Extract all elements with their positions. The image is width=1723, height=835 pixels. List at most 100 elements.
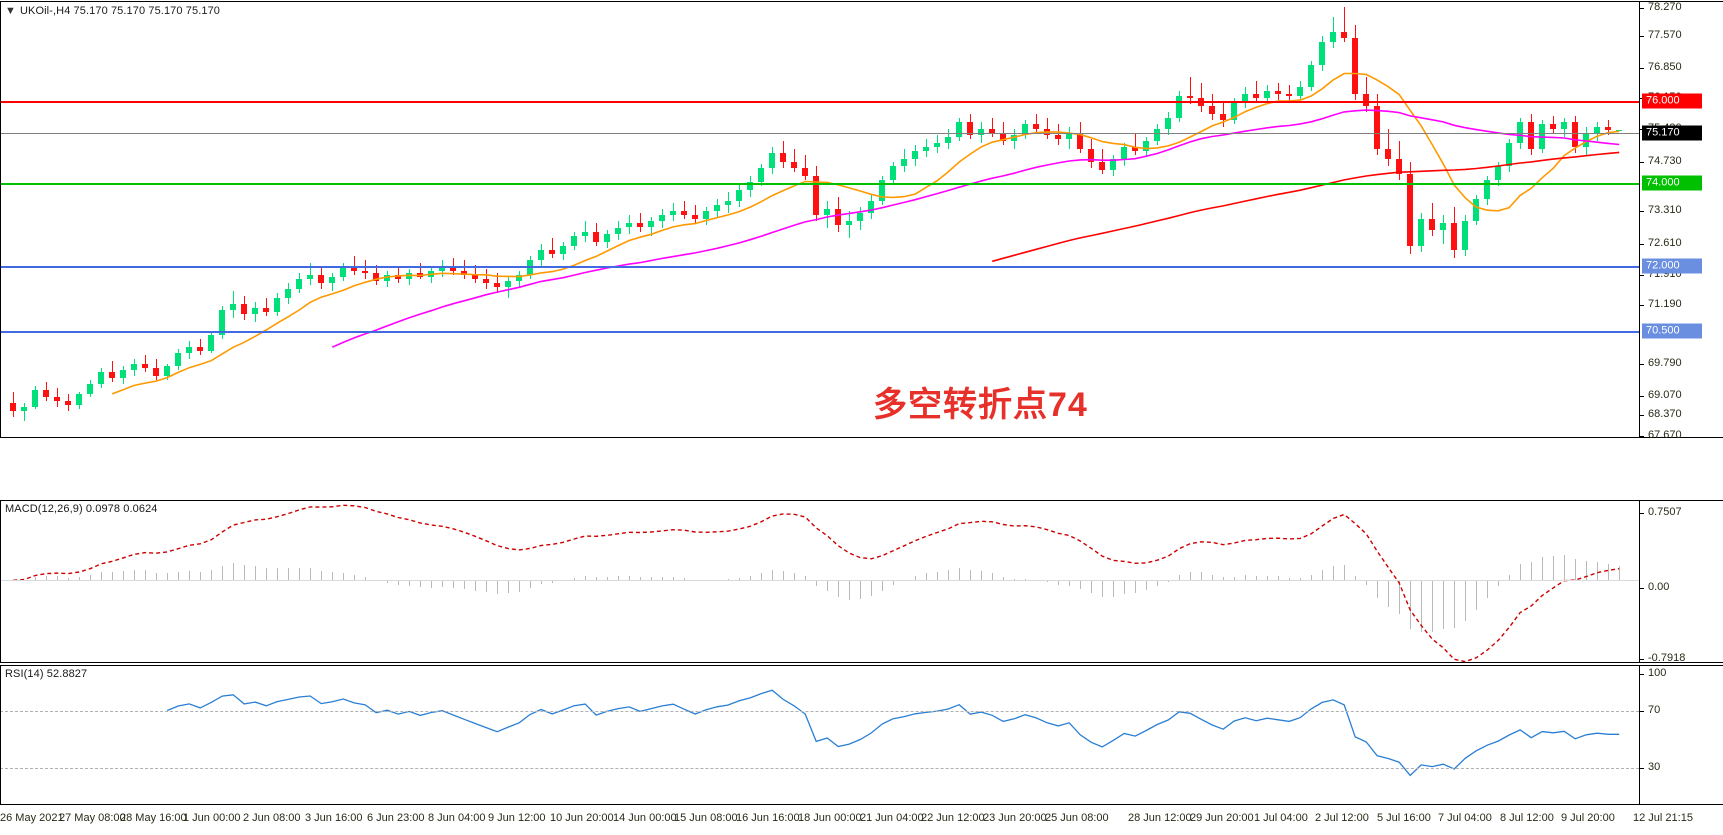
collapse-triangle-icon[interactable]: ▼	[5, 5, 16, 17]
candle-wick	[1344, 6, 1345, 42]
candle-body	[648, 221, 654, 228]
macd-histogram-bar	[156, 572, 157, 581]
candle-body	[296, 279, 302, 290]
candle-body	[1330, 31, 1336, 42]
macd-histogram-bar	[1575, 559, 1576, 581]
candle-body	[1297, 87, 1303, 96]
candle-body	[802, 167, 808, 176]
candle-body	[1055, 134, 1061, 139]
price-chart-panel[interactable]: ▼ UKOil-,H4 75.170 75.170 75.170 75.170 多…	[0, 1, 1723, 441]
time-axis-label: 1 Jul 04:00	[1254, 812, 1308, 824]
candle-body	[813, 175, 819, 216]
macd-histogram-bar	[1124, 580, 1125, 595]
macd-label: MACD(12,26,9) 0.0978 0.0624	[5, 503, 158, 515]
macd-histogram-bar	[1322, 569, 1323, 581]
ma-mid-line	[331, 109, 1620, 348]
macd-panel[interactable]: MACD(12,26,9) 0.0978 0.0624 0.7507 0.00 -0…	[0, 500, 1723, 664]
time-axis-label: 1 Jun 00:00	[183, 812, 241, 824]
macd-histogram-bar	[1421, 580, 1422, 632]
time-axis-label: 25 Jun 08:00	[1045, 812, 1109, 824]
level-badge-72[interactable]: 72.000	[1642, 258, 1702, 274]
candle-body	[538, 250, 544, 261]
macd-histogram-bar	[486, 580, 487, 593]
macd-plot-area[interactable]	[0, 501, 1639, 664]
candle-body	[1396, 159, 1402, 174]
last-price-line[interactable]	[0, 133, 1639, 134]
candle-body	[1583, 132, 1589, 148]
price-axis-separator	[1639, 2, 1640, 437]
candle-body	[131, 363, 137, 370]
resistance-76[interactable]	[0, 101, 1639, 103]
candle-body	[1165, 118, 1171, 129]
support-74[interactable]	[0, 183, 1639, 185]
rsi-label: RSI(14) 52.8827	[5, 668, 88, 680]
price-plot-area[interactable]	[0, 2, 1639, 439]
candle-body	[230, 303, 236, 310]
macd-histogram-bar	[1146, 580, 1147, 591]
candle-body	[1572, 122, 1578, 148]
macd-histogram-bar	[123, 570, 124, 581]
macd-histogram-bar	[332, 572, 333, 581]
macd-histogram-bar	[1201, 572, 1202, 581]
time-axis-label: 23 Jun 20:00	[983, 812, 1047, 824]
candle-body	[384, 274, 390, 282]
macd-histogram-bar	[321, 570, 322, 581]
candle-body	[1231, 101, 1237, 121]
candle-body	[670, 211, 676, 216]
time-axis-label: 14 Jun 00:00	[613, 812, 677, 824]
candle-body	[846, 221, 852, 226]
rsi-panel-left-frame	[0, 666, 1, 804]
candle-body	[714, 204, 720, 211]
candle-body	[912, 151, 918, 160]
level-badge-76[interactable]: 76.000	[1642, 93, 1702, 109]
rsi-panel[interactable]: RSI(14) 52.8827 100 70 30	[0, 665, 1723, 805]
macd-histogram-bar	[1344, 565, 1345, 581]
candle-body	[560, 246, 566, 255]
candle-body	[252, 307, 258, 315]
candle-body	[1385, 149, 1391, 160]
time-axis-label: 18 Jun 00:00	[798, 812, 862, 824]
macd-histogram-bar	[519, 580, 520, 592]
candle-body	[692, 215, 698, 220]
candle-body	[890, 165, 896, 181]
time-axis-label: 27 May 08:00	[59, 812, 126, 824]
candle-wick	[24, 402, 25, 422]
price-scale[interactable]: 78.27077.57076.85076.15075.43074.73073.3…	[1640, 1, 1723, 441]
candle-wick	[365, 260, 366, 280]
macd-histogram-bar	[882, 580, 883, 591]
candle-wick	[266, 297, 267, 317]
time-axis[interactable]: 26 May 2021 27 May 08:00 28 May 16:00 1 Jun…	[0, 808, 1723, 833]
time-axis-label: 2 Jun 08:00	[243, 812, 301, 824]
macd-histogram-bar	[1597, 561, 1598, 581]
macd-histogram-bar	[1531, 561, 1532, 581]
candle-body	[659, 215, 665, 222]
candle-body	[1275, 91, 1281, 94]
candle-body	[582, 231, 588, 236]
candle-body	[208, 334, 214, 352]
candle-body	[1176, 95, 1182, 119]
support-70-5[interactable]	[0, 331, 1639, 333]
rsi-plot-area[interactable]	[0, 666, 1639, 806]
candle-body	[725, 200, 731, 205]
candle-body	[791, 161, 797, 168]
candle-body	[87, 384, 93, 395]
candle-body	[549, 250, 555, 255]
candle-body	[1418, 219, 1424, 247]
candle-body	[1495, 165, 1501, 181]
level-badge-70-5[interactable]: 70.500	[1642, 323, 1702, 339]
macd-histogram-bar	[134, 569, 135, 581]
time-axis-label: 8 Jul 12:00	[1500, 812, 1554, 824]
level-badge-74[interactable]: 74.000	[1642, 175, 1702, 191]
last-price-badge[interactable]: 75.170	[1642, 125, 1702, 141]
macd-panel-left-frame	[0, 501, 1, 662]
support-72[interactable]	[0, 266, 1639, 268]
macd-histogram-bar	[1564, 554, 1565, 581]
macd-histogram-bar	[222, 566, 223, 581]
candle-wick	[794, 149, 795, 172]
candle-body	[505, 281, 511, 288]
symbol-header[interactable]: ▼ UKOil-,H4 75.170 75.170 75.170 75.170	[5, 5, 220, 17]
candle-body	[681, 211, 687, 216]
macd-histogram-bar	[1454, 580, 1455, 629]
candle-body	[175, 353, 181, 366]
candle-body	[1440, 223, 1446, 230]
